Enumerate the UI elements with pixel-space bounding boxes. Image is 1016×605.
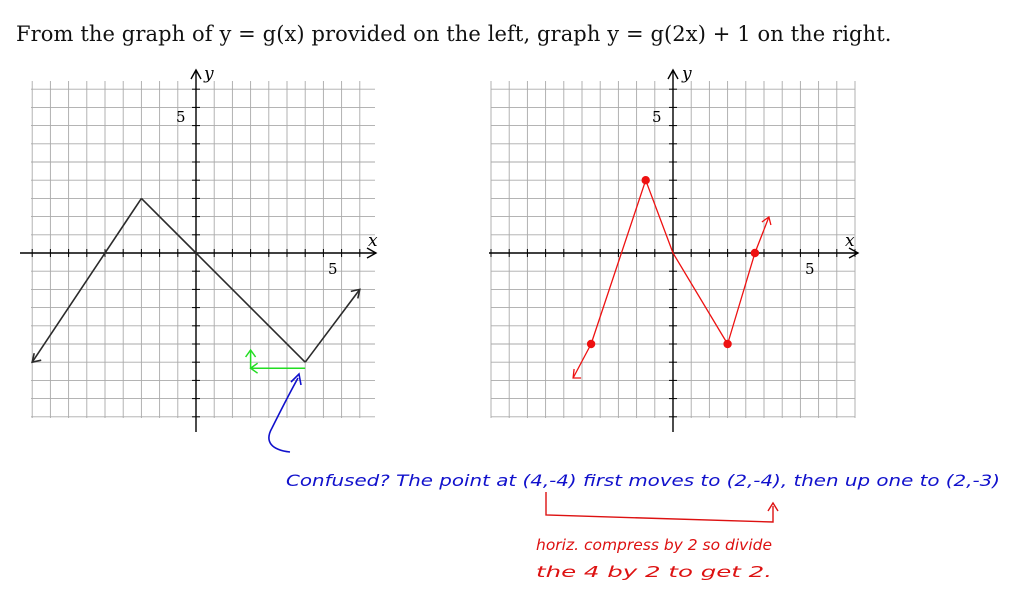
left-x-axis-label: x <box>368 231 378 251</box>
blue-arrow <box>268 377 299 453</box>
x-axis-arrow <box>366 247 378 259</box>
right-x-tick-label: 5 <box>805 260 815 278</box>
g-segment <box>304 288 361 363</box>
left-graph: x y 5 5 <box>20 64 378 432</box>
g-start-arrow <box>31 353 42 364</box>
right-x-axis-label: x <box>845 231 855 251</box>
problem-prompt: From the graph of y = g(x) provided on t… <box>16 22 892 46</box>
compress-note-line1: horiz. compress by 2 so divide <box>536 536 772 554</box>
student-point <box>586 339 596 349</box>
green-hint-arrowhead <box>244 348 257 358</box>
x-axis-arrow <box>848 247 860 259</box>
confused-note: Confused? The point at (4,-4) first move… <box>286 471 1000 490</box>
right-axes <box>489 68 860 432</box>
compress-note-line2: the 4 by 2 to get 2. <box>536 563 772 581</box>
student-point <box>723 339 732 349</box>
left-axes <box>20 68 378 432</box>
red-bracket-arrowhead <box>767 501 779 512</box>
handwritten-notes: Confused? The point at (4,-4) first move… <box>268 372 1000 581</box>
left-grid <box>31 81 375 418</box>
student-end-arrow <box>761 215 772 226</box>
blue-arrowhead <box>290 372 302 386</box>
g-segment <box>140 197 197 254</box>
y-axis-arrow <box>190 68 202 80</box>
left-x-tick-label: 5 <box>328 260 338 278</box>
right-y-axis-label: y <box>681 64 692 84</box>
student-start-arrow <box>572 368 582 379</box>
g-segment <box>31 197 143 363</box>
left-curve <box>31 197 361 364</box>
left-y-axis-label: y <box>203 64 214 84</box>
right-curve <box>572 176 772 379</box>
student-curve <box>572 179 770 379</box>
student-point <box>641 176 650 185</box>
left-green-hints <box>244 348 306 374</box>
left-y-tick-label: 5 <box>176 108 186 126</box>
g-end-arrow <box>350 288 361 299</box>
y-axis-arrow <box>667 68 679 80</box>
student-point <box>750 248 760 258</box>
right-y-tick-label: 5 <box>652 108 662 126</box>
g-segment <box>195 252 306 363</box>
right-graph: x y 5 5 <box>489 64 860 432</box>
red-bracket <box>545 492 774 523</box>
